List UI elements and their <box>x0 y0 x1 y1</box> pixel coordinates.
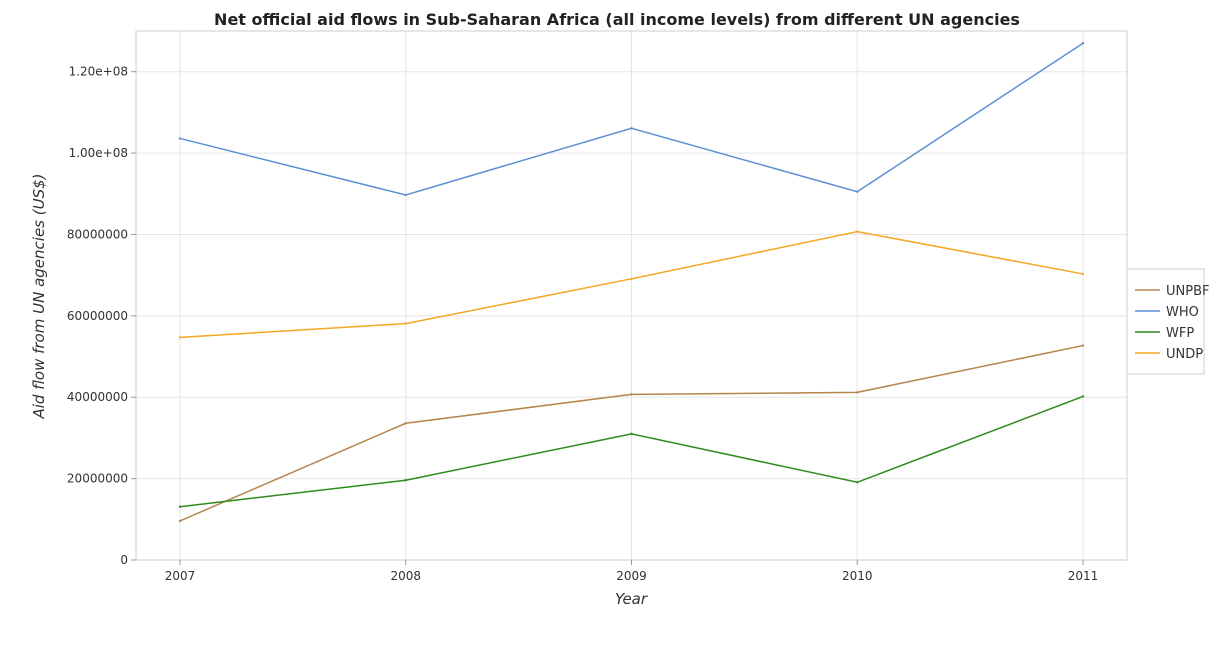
legend-label-who: WHO <box>1166 305 1199 320</box>
y-tick-label: 0 <box>120 553 128 567</box>
data-point-undp <box>179 336 181 338</box>
y-tick-label: 1.00e+08 <box>69 146 128 160</box>
data-point-wfp <box>405 479 407 481</box>
data-point-wfp <box>179 505 181 507</box>
grid <box>136 31 1127 560</box>
data-point-unpbf <box>856 391 858 393</box>
y-tick-label: 20000000 <box>67 472 128 486</box>
y-axis: 0 20000000 40000000 60000000 80000000 1.00e+0… <box>67 65 136 567</box>
legend: UNPBF WHO WFP UNDP <box>1127 269 1209 374</box>
data-point-unpbf <box>405 422 407 424</box>
data-point-unpbf <box>1082 344 1084 346</box>
data-point-who <box>856 191 858 193</box>
legend-label-unpbf: UNPBF <box>1166 284 1209 299</box>
y-tick-label: 40000000 <box>67 390 128 404</box>
data-point-wfp <box>630 433 632 435</box>
data-point-undp <box>630 278 632 280</box>
data-point-who <box>405 194 407 196</box>
data-point-wfp <box>1082 395 1084 397</box>
x-tick-label: 2009 <box>616 569 647 583</box>
y-tick-label: 80000000 <box>67 227 128 241</box>
y-tick-label: 60000000 <box>67 309 128 323</box>
data-point-who <box>179 137 181 139</box>
data-point-undp <box>856 230 858 232</box>
data-point-unpbf <box>179 520 181 522</box>
legend-label-wfp: WFP <box>1166 326 1194 341</box>
data-point-undp <box>1082 273 1084 275</box>
x-tick-label: 2007 <box>165 569 196 583</box>
x-tick-label: 2008 <box>390 569 421 583</box>
x-axis: 2007 2008 2009 2010 2011 <box>165 560 1099 583</box>
x-tick-label: 2011 <box>1068 569 1099 583</box>
legend-label-undp: UNDP <box>1166 347 1203 362</box>
x-axis-label: Year <box>615 590 648 608</box>
y-axis-label: Aid flow from UN agencies (US$) <box>30 173 48 419</box>
y-tick-label: 1.20e+08 <box>69 65 128 79</box>
data-point-undp <box>405 322 407 324</box>
data-point-who <box>630 127 632 129</box>
x-tick-label: 2010 <box>842 569 873 583</box>
chart-title: Net official aid flows in Sub-Saharan Af… <box>214 10 1020 29</box>
data-point-who <box>1082 42 1084 44</box>
data-point-unpbf <box>630 393 632 395</box>
data-point-wfp <box>856 481 858 483</box>
